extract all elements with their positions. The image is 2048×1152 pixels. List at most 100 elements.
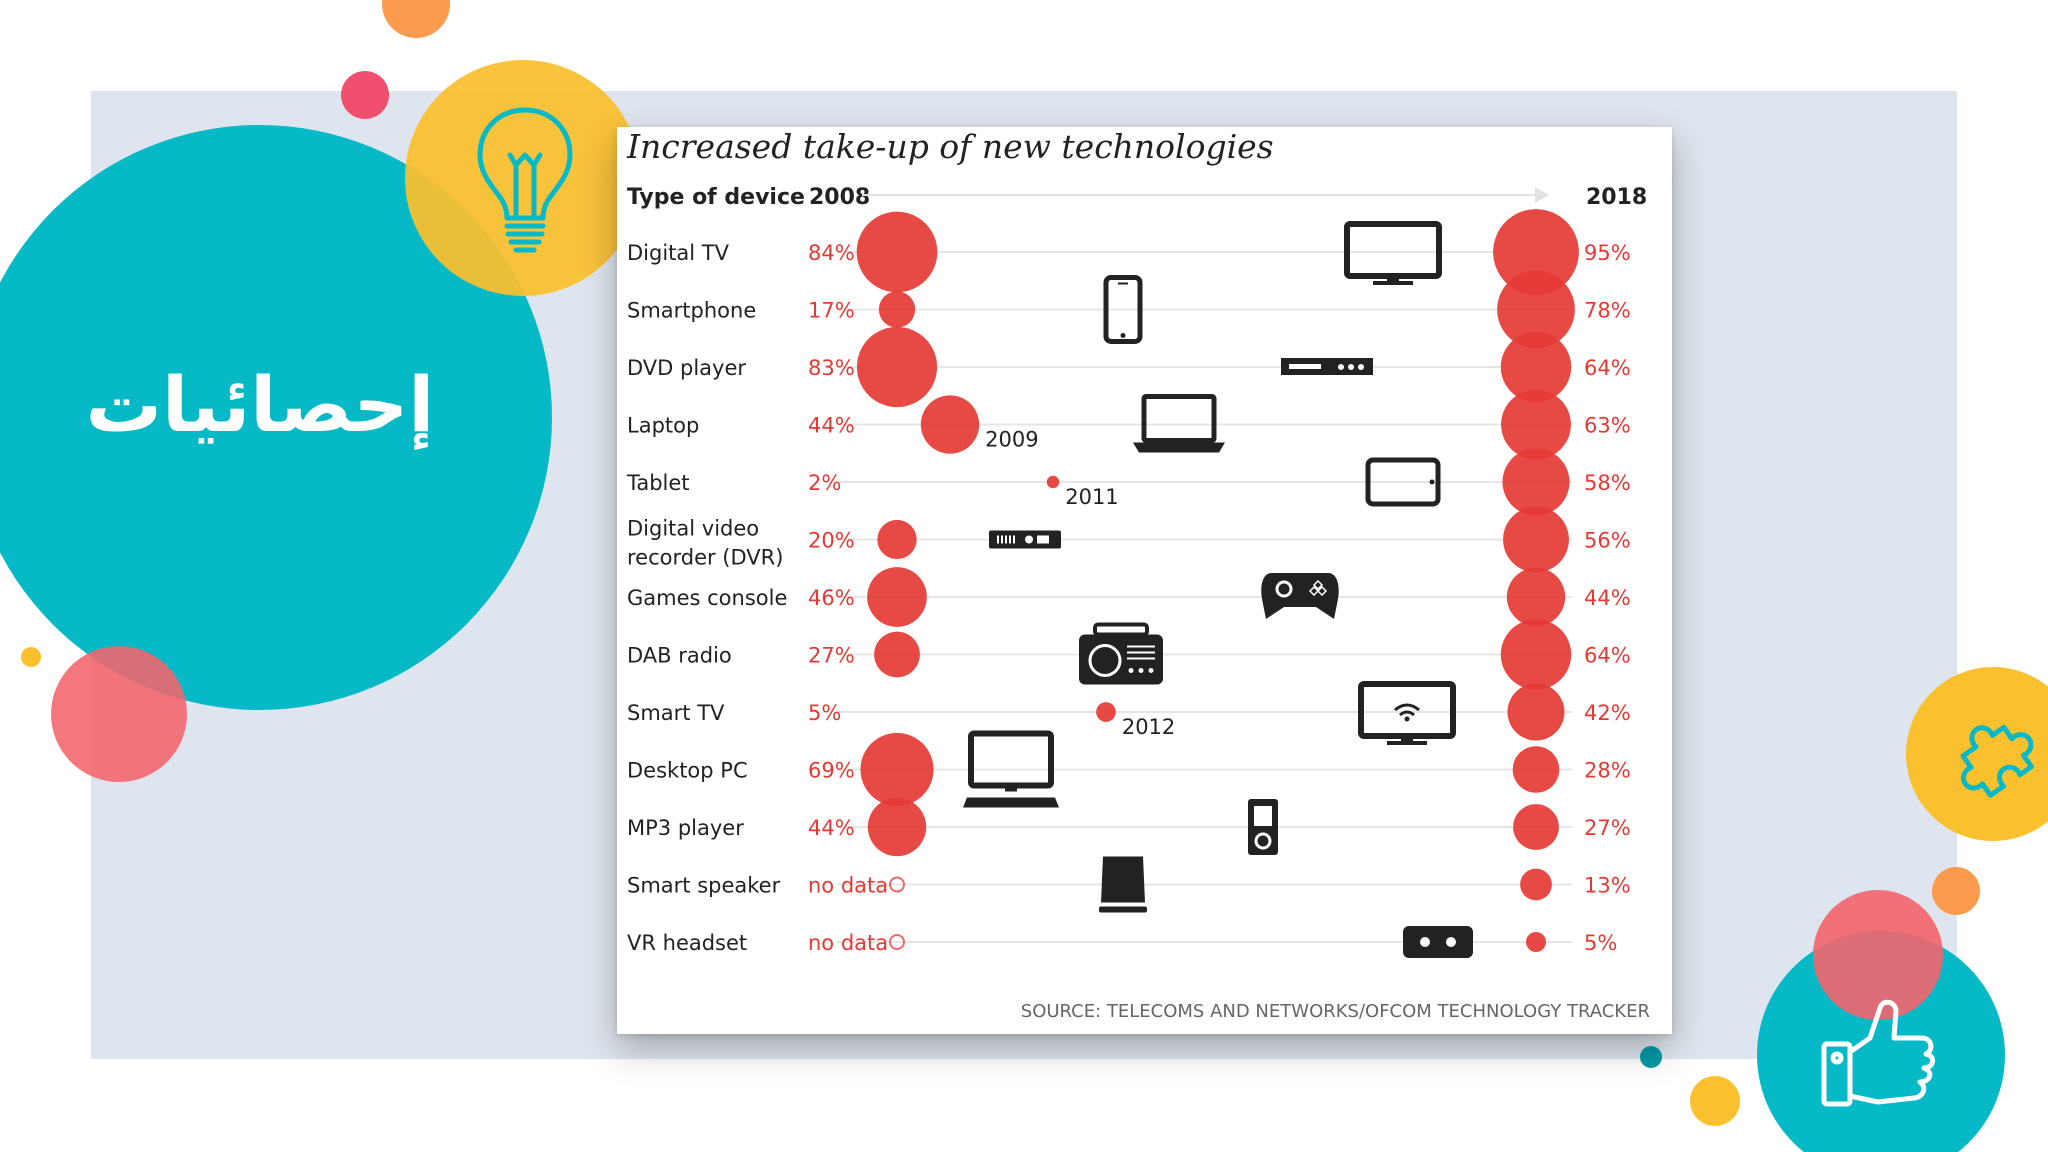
- bubble-2008: [860, 732, 934, 807]
- bubble-2018: [1497, 270, 1575, 349]
- decor-coral-circle-bottom: [1813, 890, 1943, 1020]
- gamepad-icon: [1261, 573, 1339, 619]
- bubble-2018: [1501, 389, 1571, 460]
- laptop-icon: [1133, 394, 1225, 453]
- value-2018-label: 42%: [1584, 701, 1631, 725]
- smartphone-icon: [1103, 275, 1143, 344]
- bubble-2018: [1512, 746, 1560, 793]
- value-2008-label: 2%: [808, 471, 841, 495]
- value-2018-label: 44%: [1584, 586, 1631, 610]
- device-label: Smart TV: [627, 701, 725, 725]
- device-label: Smartphone: [627, 299, 756, 323]
- bubble-2008: [856, 211, 938, 293]
- value-2008-label: 44%: [808, 816, 855, 840]
- no-data-marker: [889, 876, 905, 893]
- tablet-icon: [1365, 457, 1441, 507]
- device-label: Digital video recorder (DVR): [627, 517, 783, 570]
- value-2008-label: 46%: [808, 586, 855, 610]
- decor-orange-dot-top: [382, 0, 450, 38]
- bubble-2018: [1493, 209, 1579, 295]
- bubble-2018: [1502, 448, 1570, 516]
- bubble-2008: [874, 631, 920, 678]
- value-2018-label: 63%: [1584, 414, 1631, 438]
- lightbulb-icon: [477, 107, 573, 253]
- dvr-icon: [989, 530, 1061, 549]
- chart: Increased take-up of new technologies Ty…: [626, 127, 1650, 1022]
- smart-tv-icon: [1358, 681, 1456, 745]
- value-2008-label: 83%: [808, 356, 855, 380]
- value-2018-label: 64%: [1584, 356, 1631, 380]
- slide-title: إحصائيات: [85, 360, 435, 449]
- value-2008-label: 5%: [808, 701, 841, 725]
- bubble-2008: [867, 797, 927, 857]
- bubble-2018: [1506, 567, 1566, 627]
- device-label: Tablet: [626, 471, 690, 495]
- chart-title: Increased take-up of new technologies: [626, 127, 1274, 166]
- device-label: Games console: [627, 586, 787, 610]
- bubble-2008: [877, 519, 917, 560]
- bubble-2018: [1500, 331, 1572, 403]
- decor-yellow-circle: [405, 60, 641, 296]
- smart-speaker-icon: [1099, 856, 1147, 913]
- dvd-player-icon: [1281, 358, 1373, 375]
- bubble-2008: [867, 567, 927, 627]
- bubble-2008: [1096, 702, 1116, 722]
- timeline-arrowhead: [1535, 187, 1549, 203]
- mp3-player-icon: [1248, 799, 1278, 855]
- value-2018-label: 78%: [1584, 299, 1631, 323]
- device-label-line: Digital video: [627, 517, 759, 541]
- bubble-2008: [856, 326, 938, 408]
- device-label: Desktop PC: [627, 759, 748, 783]
- bubble-2008: [1046, 475, 1060, 489]
- value-2008-label: 69%: [808, 759, 855, 783]
- value-2008-label: 20%: [808, 529, 855, 553]
- decor-coral-circle-left: [51, 646, 187, 782]
- device-label: VR headset: [627, 931, 747, 955]
- bubble-2018: [1513, 804, 1559, 850]
- start-year-label: 2012: [1122, 715, 1175, 739]
- decor-pink-dot: [341, 71, 389, 119]
- start-year-header: 2008: [809, 185, 870, 210]
- start-year-label: 2009: [985, 428, 1038, 452]
- tv-icon: [1344, 221, 1442, 285]
- device-label-line: recorder (DVR): [627, 546, 783, 570]
- decor-small-yellow-dot: [21, 647, 41, 667]
- device-label: Laptop: [627, 414, 699, 438]
- no-data-marker: [889, 934, 905, 950]
- bubble-2018: [1526, 932, 1546, 952]
- value-2018-label: 28%: [1584, 759, 1631, 783]
- value-2008-label: 84%: [808, 241, 855, 265]
- value-2008-label: no data: [808, 931, 888, 955]
- value-2018-label: 58%: [1584, 471, 1631, 495]
- value-2008-label: 27%: [808, 644, 855, 668]
- bubble-2018: [1500, 619, 1572, 690]
- value-2018-label: 5%: [1584, 931, 1617, 955]
- vr-headset-icon: [1403, 926, 1473, 958]
- device-label: DVD player: [627, 356, 746, 380]
- value-2008-label: 17%: [808, 299, 855, 323]
- chart-card: Increased take-up of new technologies Ty…: [617, 127, 1672, 1034]
- puzzle-icon: [1960, 724, 2034, 798]
- chart-rows: Digital TV 84% 95% Smartphone 17% 78% DVD play…: [626, 209, 1631, 958]
- value-2018-label: 56%: [1584, 529, 1631, 553]
- bubble-2018: [1520, 868, 1552, 901]
- decor-small-teal-dot: [1640, 1046, 1662, 1068]
- decor-orange-dot-right: [1932, 867, 1980, 915]
- value-2018-label: 27%: [1584, 816, 1631, 840]
- value-2018-label: 64%: [1584, 644, 1631, 668]
- source-note: SOURCE: TELECOMS AND NETWORKS/OFCOM TECH…: [1021, 1001, 1650, 1022]
- end-year-header: 2018: [1586, 185, 1647, 210]
- desktop-pc-icon: [963, 730, 1059, 808]
- decor-yellow-dot-bottom: [1690, 1076, 1740, 1126]
- device-label: MP3 player: [627, 816, 744, 840]
- radio-icon: [1079, 622, 1163, 685]
- bubble-2008: [920, 395, 980, 454]
- value-2018-label: 13%: [1584, 874, 1631, 898]
- bubble-2018: [1507, 683, 1565, 741]
- value-2008-label: no data: [808, 874, 888, 898]
- value-2008-label: 44%: [808, 414, 855, 438]
- column-header: Type of device: [627, 185, 805, 210]
- start-year-label: 2011: [1065, 485, 1118, 509]
- bubble-2008: [878, 291, 916, 328]
